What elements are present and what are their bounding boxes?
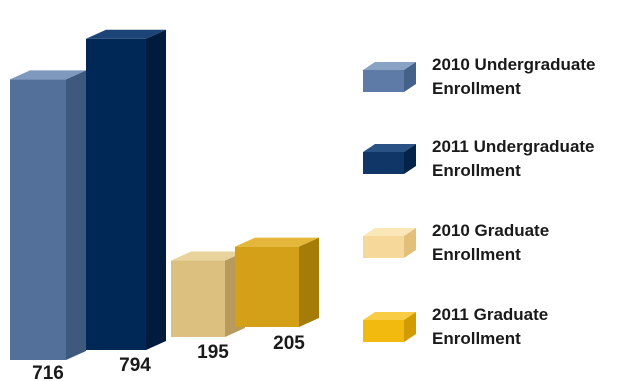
bar-front-1	[10, 79, 66, 360]
bar-side-4	[299, 237, 319, 327]
bar-top-4	[235, 237, 319, 247]
legend-swatch-side-4	[404, 312, 416, 342]
legend-swatch-1	[363, 70, 404, 92]
legend-item-4: 2011 Graduate Enrollment	[363, 305, 548, 348]
legend-swatch-top-4	[363, 312, 416, 320]
legend-swatch-side-3	[404, 228, 416, 258]
legend-swatch-side-2	[404, 144, 416, 174]
legend-label-line2-2: Enrollment	[432, 161, 521, 180]
bar-3	[171, 251, 245, 337]
bar-top-2	[86, 29, 166, 39]
legend-label-line2-4: Enrollment	[432, 329, 521, 348]
bar-top-3	[171, 251, 245, 261]
value-label-2: 794	[119, 355, 151, 376]
legend-swatch-4	[363, 320, 404, 342]
bar-side-1	[66, 70, 86, 360]
bar-side-2	[146, 29, 166, 350]
legend-item-1: 2010 Undergraduate Enrollment	[363, 55, 595, 98]
legend-swatch-2	[363, 152, 404, 174]
legend-item-2: 2011 Undergraduate Enrollment	[363, 137, 595, 180]
value-labels-group: 716 794 195 205	[32, 333, 305, 381]
legend-swatch-top-2	[363, 144, 416, 152]
legend-label-line1-4: 2011 Graduate	[432, 305, 548, 324]
bar-2	[86, 29, 166, 350]
value-label-3: 195	[197, 342, 229, 363]
legend-label-line1-3: 2010 Graduate	[432, 221, 549, 240]
legend-label-line1-1: 2010 Undergraduate	[432, 55, 595, 74]
legend-label-line2-3: Enrollment	[432, 245, 521, 264]
bar-front-2	[86, 38, 146, 350]
bar-top-1	[10, 70, 86, 80]
legend-swatch-3	[363, 236, 404, 258]
bar-1	[10, 70, 86, 360]
legend-swatch-side-1	[404, 62, 416, 92]
value-label-1: 716	[32, 363, 64, 381]
legend-item-3: 2010 Graduate Enrollment	[363, 221, 549, 264]
legend-swatch-top-1	[363, 62, 416, 70]
legend-label-line2-1: Enrollment	[432, 79, 521, 98]
bars-group	[10, 29, 319, 360]
value-label-4: 205	[273, 333, 305, 354]
legend-swatch-top-3	[363, 228, 416, 236]
bar-front-3	[171, 260, 225, 337]
legend-label-line1-2: 2011 Undergraduate	[432, 137, 595, 156]
bar-4	[235, 237, 319, 327]
bar-front-4	[235, 246, 299, 327]
